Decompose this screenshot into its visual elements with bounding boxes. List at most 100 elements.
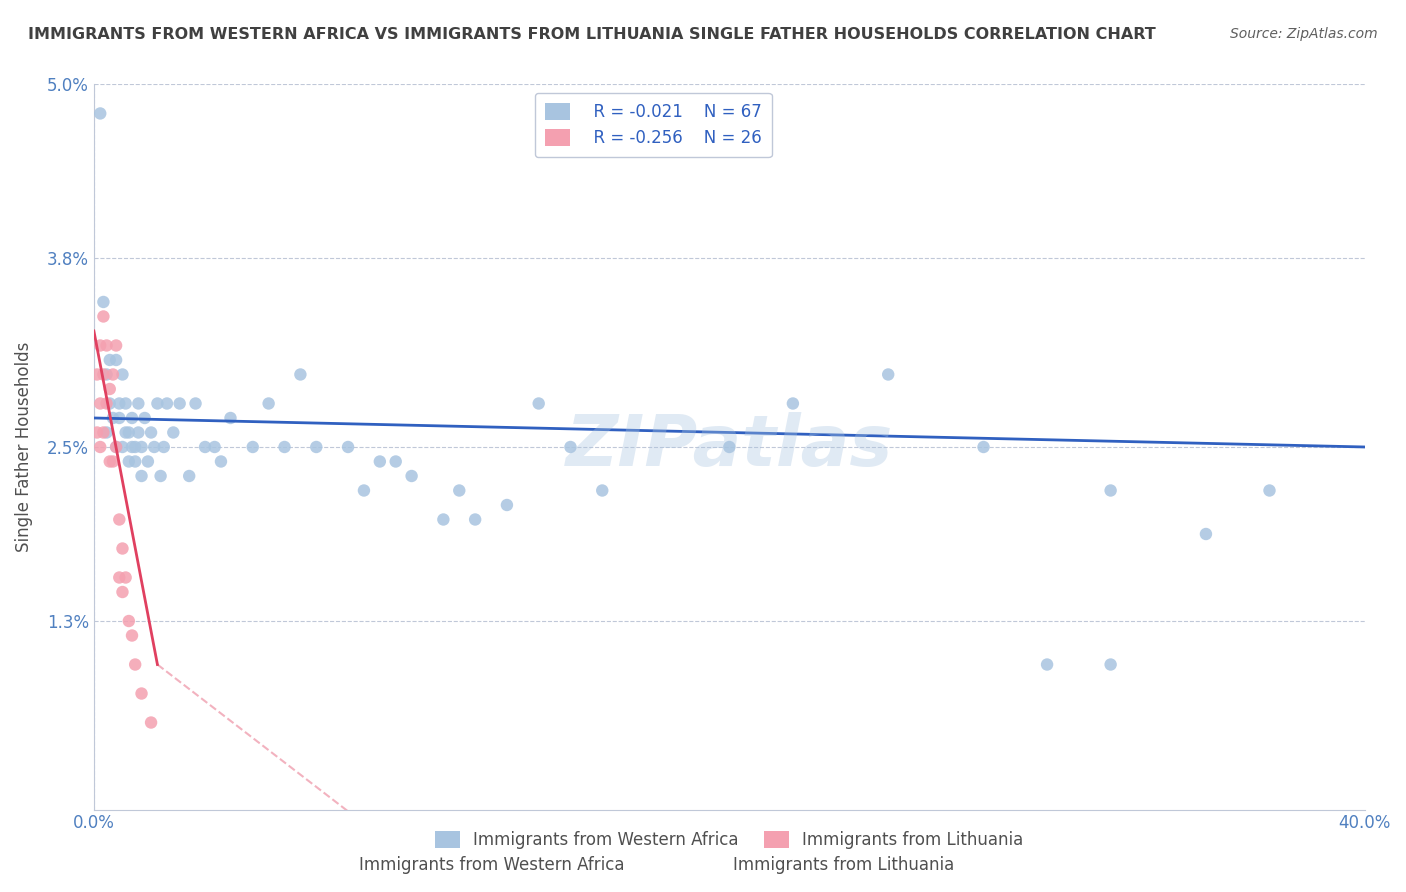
- Point: [1195, 527, 1218, 541]
- Point: [105, 338, 128, 352]
- Point: [89, 106, 111, 120]
- Legend:   R = -0.021    N = 67,   R = -0.256    N = 26: R = -0.021 N = 67, R = -0.256 N = 26: [534, 93, 772, 158]
- Point: [111, 368, 134, 382]
- Point: [131, 686, 153, 700]
- Point: [101, 454, 124, 468]
- Point: [89, 440, 111, 454]
- Point: [449, 483, 471, 498]
- Text: Source: ZipAtlas.com: Source: ZipAtlas.com: [1230, 27, 1378, 41]
- Point: [111, 541, 134, 556]
- Point: [96, 338, 118, 352]
- Point: [108, 396, 131, 410]
- Point: [496, 498, 519, 512]
- Point: [118, 454, 141, 468]
- Point: [96, 368, 118, 382]
- Point: [108, 512, 131, 526]
- Point: [305, 440, 328, 454]
- Point: [257, 396, 280, 410]
- Point: [527, 396, 550, 410]
- Point: [105, 440, 128, 454]
- Point: [105, 440, 128, 454]
- Point: [121, 411, 143, 425]
- Point: [98, 396, 121, 410]
- Point: [718, 440, 741, 454]
- Text: Immigrants from Lithuania: Immigrants from Lithuania: [733, 856, 955, 874]
- Point: [162, 425, 184, 440]
- Point: [209, 454, 232, 468]
- Point: [368, 454, 391, 468]
- Point: [86, 425, 108, 440]
- Point: [219, 411, 242, 425]
- Point: [101, 411, 124, 425]
- Point: [464, 512, 486, 526]
- Point: [156, 396, 179, 410]
- Point: [146, 396, 169, 410]
- Point: [560, 440, 582, 454]
- Point: [96, 396, 118, 410]
- Point: [242, 440, 264, 454]
- Point: [782, 396, 804, 410]
- Point: [591, 483, 613, 498]
- Point: [124, 454, 146, 468]
- Point: [136, 454, 159, 468]
- Point: [124, 657, 146, 672]
- Text: ZIPatlas: ZIPatlas: [565, 412, 893, 482]
- Point: [114, 396, 136, 410]
- Point: [1036, 657, 1059, 672]
- Point: [111, 440, 134, 454]
- Point: [877, 368, 900, 382]
- Point: [401, 469, 423, 483]
- Point: [105, 353, 128, 368]
- Point: [1099, 483, 1122, 498]
- Point: [131, 440, 153, 454]
- Point: [131, 469, 153, 483]
- Point: [169, 396, 191, 410]
- Point: [134, 411, 156, 425]
- Point: [337, 440, 360, 454]
- Point: [89, 396, 111, 410]
- Point: [194, 440, 217, 454]
- Point: [118, 614, 141, 628]
- Point: [143, 440, 166, 454]
- Point: [149, 469, 172, 483]
- Point: [432, 512, 454, 526]
- Point: [139, 425, 162, 440]
- Point: [152, 440, 174, 454]
- Point: [108, 411, 131, 425]
- Point: [184, 396, 207, 410]
- Point: [204, 440, 226, 454]
- Point: [98, 454, 121, 468]
- Point: [127, 425, 149, 440]
- Point: [93, 368, 115, 382]
- Point: [353, 483, 375, 498]
- Point: [93, 425, 115, 440]
- Y-axis label: Single Father Households: Single Father Households: [15, 342, 32, 552]
- Point: [384, 454, 406, 468]
- Point: [1258, 483, 1281, 498]
- Point: [273, 440, 295, 454]
- Point: [124, 440, 146, 454]
- Point: [121, 628, 143, 642]
- Point: [89, 338, 111, 352]
- Point: [114, 425, 136, 440]
- Point: [96, 425, 118, 440]
- Point: [98, 382, 121, 396]
- Point: [93, 310, 115, 324]
- Point: [139, 715, 162, 730]
- Point: [290, 368, 312, 382]
- Point: [101, 368, 124, 382]
- Point: [118, 425, 141, 440]
- Point: [111, 585, 134, 599]
- Point: [973, 440, 995, 454]
- Point: [98, 353, 121, 368]
- Point: [108, 570, 131, 584]
- Point: [1099, 657, 1122, 672]
- Text: Immigrants from Western Africa: Immigrants from Western Africa: [360, 856, 624, 874]
- Point: [86, 368, 108, 382]
- Point: [179, 469, 201, 483]
- Point: [114, 570, 136, 584]
- Point: [121, 440, 143, 454]
- Text: IMMIGRANTS FROM WESTERN AFRICA VS IMMIGRANTS FROM LITHUANIA SINGLE FATHER HOUSEH: IMMIGRANTS FROM WESTERN AFRICA VS IMMIGR…: [28, 27, 1156, 42]
- Point: [127, 396, 149, 410]
- Point: [93, 295, 115, 310]
